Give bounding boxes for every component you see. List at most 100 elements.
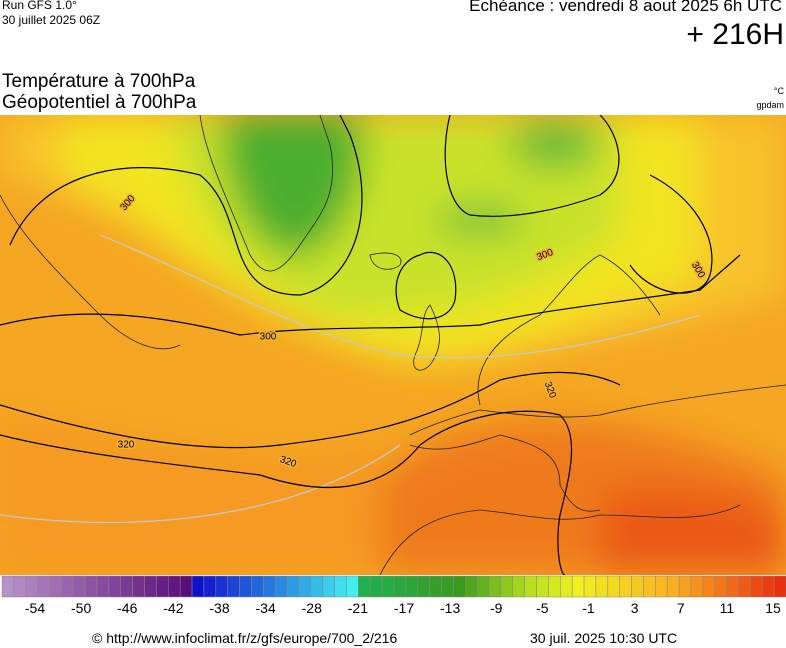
- colorbar-cell: [191, 575, 205, 598]
- colorbar-cell: [251, 575, 264, 598]
- run-date: 30 juillet 2025 06Z: [2, 13, 101, 27]
- colorbar-cell: [84, 575, 98, 598]
- colorbar-cell: [1, 575, 15, 598]
- colorbar-cell: [548, 575, 561, 598]
- unit-label: gpdam: [756, 100, 784, 110]
- colorbar-cell: [761, 575, 775, 598]
- colorbar-tick-label: -42: [163, 600, 184, 616]
- colorbar-cell: [465, 575, 478, 598]
- colorbar-cell: [429, 575, 442, 598]
- colorbar-cell: [179, 575, 193, 598]
- colorbar-tick-label: 3: [630, 600, 639, 616]
- colorbar-tick-label: -34: [255, 600, 276, 616]
- geopotential-contours: [0, 115, 741, 575]
- colorbar-cell: [108, 575, 122, 598]
- colorbar-tick-label: 7: [676, 600, 685, 616]
- colorbar-cell: [571, 575, 585, 598]
- colorbar-cell: [298, 575, 312, 598]
- colorbar-cell: [773, 575, 786, 598]
- colorbar-cell: [655, 575, 668, 598]
- colorbar-cell: [536, 575, 549, 598]
- colorbar-tick-label: -17: [393, 600, 415, 616]
- colorbar-tick-label: -21: [347, 600, 368, 616]
- unit-label: °C: [773, 86, 784, 96]
- colorbar-cell: [524, 575, 537, 598]
- colorbar-cell: [156, 575, 169, 598]
- colorbar-cell: [227, 575, 240, 598]
- colorbar-cell: [215, 575, 228, 598]
- colorbar-tick-label: -50: [71, 600, 92, 616]
- colorbar-cell: [203, 575, 217, 598]
- colorbar-cell: [239, 575, 252, 598]
- colorbar-cell: [619, 575, 632, 598]
- coastlines: [0, 115, 786, 575]
- colorbar-cell: [488, 575, 502, 598]
- colorbar-cell: [750, 575, 763, 598]
- colorbar-cell: [405, 575, 419, 598]
- colorbar-tick-label: -9: [490, 600, 503, 616]
- colorbar-cell: [334, 575, 347, 598]
- colorbar-cell: [595, 575, 609, 598]
- colorbar-cell: [369, 575, 383, 598]
- colorbar-cell: [631, 575, 644, 598]
- colorbar-cell: [583, 575, 597, 598]
- colorbar-cell: [607, 575, 620, 598]
- colorbar-cell: [322, 575, 335, 598]
- colorbar-cell: [441, 575, 454, 598]
- colorbar-cell: [120, 575, 133, 598]
- colorbar-cell: [512, 575, 525, 598]
- colorbar-tick-label: -54: [24, 600, 46, 616]
- colorbar-cell: [726, 575, 739, 598]
- map-title: Température à 700hPa: [2, 71, 196, 92]
- colorbar-tick-label: -13: [440, 600, 461, 616]
- colorbar-tick-label: -5: [536, 600, 549, 616]
- colorbar-tick-label: -46: [117, 600, 138, 616]
- colorbar-ticks: -54 -50 -46 -42 -38 -34 -28 -21 -17 -13 -9 -5 -1 3 7 11…: [0, 600, 786, 620]
- colorbar-cell: [381, 575, 395, 598]
- colorbar-cell: [37, 575, 50, 598]
- colorbar-cell: [500, 575, 514, 598]
- isotherms: [0, 234, 701, 523]
- colorbar-tick-label: 11: [719, 600, 735, 616]
- colorbar-tick-label: -28: [301, 600, 322, 616]
- lead-time: + 216H: [686, 18, 784, 51]
- colorbar-cell: [73, 575, 86, 598]
- colorbar-tick-label: -38: [209, 600, 230, 616]
- colorbar-tick-label: 15: [765, 600, 781, 616]
- colorbar: [1, 575, 786, 598]
- colorbar-cell: [702, 575, 715, 598]
- map-title: Géopotentiel à 700hPa: [2, 92, 197, 113]
- run-label: Run GFS 1.0°: [2, 0, 77, 12]
- colorbar-cell: [476, 575, 490, 598]
- colorbar-cell: [49, 575, 62, 598]
- colorbar-cell: [678, 575, 692, 598]
- colorbar-cell: [274, 575, 288, 598]
- colorbar-cell: [96, 575, 110, 598]
- colorbar-cell: [144, 575, 157, 598]
- colorbar-cell: [346, 575, 359, 598]
- colorbar-cell: [263, 575, 276, 598]
- valid-time: Echéance : vendredi 8 aout 2025 6h UTC: [469, 0, 782, 15]
- colorbar-cell: [13, 575, 27, 598]
- colorbar-cell: [666, 575, 680, 598]
- colorbar-cell: [738, 575, 751, 598]
- colorbar-cell: [132, 575, 145, 598]
- colorbar-cell: [25, 575, 38, 598]
- colorbar-cell: [453, 575, 466, 598]
- colorbar-cell: [690, 575, 704, 598]
- colorbar-cell: [168, 575, 181, 598]
- colorbar-cell: [393, 575, 407, 598]
- generated-time: 30 juil. 2025 10:30 UTC: [530, 630, 678, 646]
- source-url: © http://www.infoclimat.fr/z/gfs/europe/…: [92, 630, 398, 646]
- contour-label: 320: [118, 440, 135, 451]
- colorbar-cell: [310, 575, 323, 598]
- colorbar-cell: [358, 575, 371, 598]
- colorbar-cell: [560, 575, 573, 598]
- colorbar-cell: [61, 575, 74, 598]
- colorbar-cell: [714, 575, 727, 598]
- colorbar-cell: [286, 575, 300, 598]
- contour-label: 300: [260, 332, 277, 343]
- colorbar-cell: [643, 575, 656, 598]
